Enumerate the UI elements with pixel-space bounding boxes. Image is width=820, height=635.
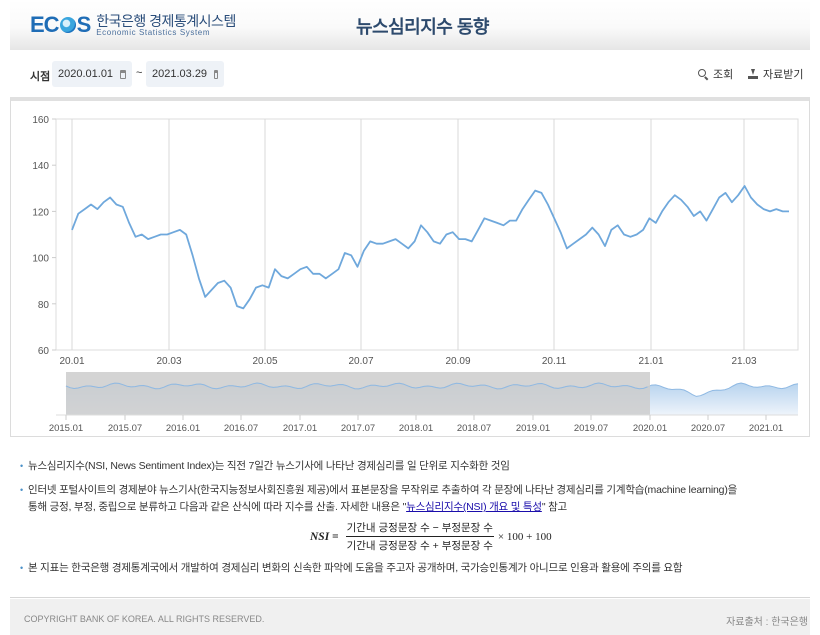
- y-tick-label: 160: [32, 115, 49, 126]
- y-tick-label: 60: [38, 346, 50, 357]
- x-tick-label: 21.01: [638, 356, 663, 367]
- globe-icon: [59, 17, 76, 33]
- footer: COPYRIGHT BANK OF KOREA. ALL RIGHTS RESE…: [10, 599, 810, 635]
- nsi-formula: NSI = 기간내 긍정문장 수 − 부정문장 수 기간내 긍정문장 수 + 부…: [310, 522, 552, 552]
- note-disclaimer: • 본 지표는 한국은행 경제통계국에서 개발하여 경제심리 변화의 신속한 파…: [20, 562, 683, 574]
- navigator-tick-label: 2019.01: [516, 423, 550, 434]
- download-button[interactable]: 자료받기: [748, 66, 803, 82]
- navigator-tick-label: 2019.07: [574, 423, 608, 434]
- y-tick-label: 120: [32, 207, 49, 218]
- y-tick-label: 100: [32, 254, 49, 265]
- search-button[interactable]: 조회: [698, 66, 733, 82]
- search-icon: [698, 69, 708, 79]
- x-tick-label: 21.03: [731, 356, 756, 367]
- download-label: 자료받기: [763, 69, 804, 81]
- calendar-icon[interactable]: [214, 69, 218, 79]
- logo-english: Economic Statistics System: [96, 27, 211, 37]
- navigator-tick-label: 2016.07: [224, 423, 258, 434]
- copyright: COPYRIGHT BANK OF KOREA. ALL RIGHTS RESE…: [24, 614, 265, 624]
- x-tick-label: 20.11: [542, 356, 567, 367]
- y-tick-label: 80: [38, 300, 50, 311]
- note-methodology: • 인터넷 포털사이트의 경제분야 뉴스기사(한국지능정보사회진흥원 제공)에서…: [20, 484, 738, 513]
- navigator-tick-label: 2018.07: [457, 423, 491, 434]
- page-title: 뉴스심리지수 동향: [356, 17, 489, 37]
- x-tick-label: 20.03: [156, 356, 181, 367]
- toolbar: 시점 2020.01.01 ~ 2021.03.29 조회 자료받기: [10, 55, 810, 93]
- navigator-tick-label: 2020.07: [691, 423, 725, 434]
- formula-fraction: 기간내 긍정문장 수 − 부정문장 수 기간내 긍정문장 수 + 부정문장 수: [345, 522, 494, 552]
- navigator-tick-label: 2015.01: [49, 423, 83, 434]
- logo-mark: EC S: [30, 12, 91, 37]
- navigator-tick-label: 2020.01: [633, 423, 667, 434]
- range-separator: ~: [136, 67, 143, 79]
- end-date-input[interactable]: 2021.03.29: [146, 61, 224, 87]
- end-date-value: 2021.03.29: [152, 68, 208, 80]
- nsi-line-chart[interactable]: 60 80 100 120 140 160 20.01 20.03 20.05 20.07 20.0…: [11, 101, 811, 441]
- x-tick-label: 20.05: [252, 356, 277, 367]
- start-date-value: 2020.01.01: [58, 68, 114, 80]
- search-label: 조회: [713, 69, 734, 81]
- navigator-tick-label: 2016.01: [166, 423, 200, 434]
- x-tick-label: 20.07: [348, 356, 373, 367]
- data-source: 자료출처 : 한국은행: [726, 617, 808, 628]
- logo-text: 한국은행 경제통계시스템 Economic Statistics System: [96, 14, 236, 37]
- notes-section: • 뉴스심리지수(NSI, News Sentiment Index)는 직전 …: [10, 440, 810, 598]
- download-icon: [748, 69, 758, 79]
- navigator-tick-label: 2015.07: [108, 423, 142, 434]
- y-tick-label: 140: [32, 161, 49, 172]
- navigator-tick-label: 2021.01: [749, 423, 783, 434]
- left-edge: [0, 0, 10, 635]
- navigator-tick-label: 2018.01: [399, 423, 433, 434]
- note-definition: • 뉴스심리지수(NSI, News Sentiment Index)는 직전 …: [20, 460, 510, 472]
- period-label: 시점: [30, 71, 51, 83]
- logo-korean: 한국은행 경제통계시스템: [96, 12, 236, 29]
- header: EC S 한국은행 경제통계시스템 Economic Statistics Sys…: [10, 0, 810, 50]
- navigator-tick-label: 2017.01: [283, 423, 317, 434]
- navigator-unselected-mask[interactable]: [66, 372, 650, 415]
- x-tick-label: 20.01: [59, 356, 84, 367]
- x-tick-label: 20.09: [445, 356, 470, 367]
- nsi-series-line: [71, 185, 789, 310]
- nsi-overview-link[interactable]: 뉴스심리지수(NSI) 개요 및 특성: [406, 501, 542, 513]
- ecos-logo[interactable]: EC S 한국은행 경제통계시스템 Economic Statistics Sys…: [30, 12, 236, 38]
- chart-panel: 60 80 100 120 140 160 20.01 20.03 20.05 20.07 20.0…: [10, 97, 810, 437]
- calendar-icon[interactable]: [120, 69, 126, 79]
- navigator-tick-label: 2017.07: [341, 423, 375, 434]
- start-date-input[interactable]: 2020.01.01: [52, 61, 132, 87]
- plot-area: [55, 118, 799, 351]
